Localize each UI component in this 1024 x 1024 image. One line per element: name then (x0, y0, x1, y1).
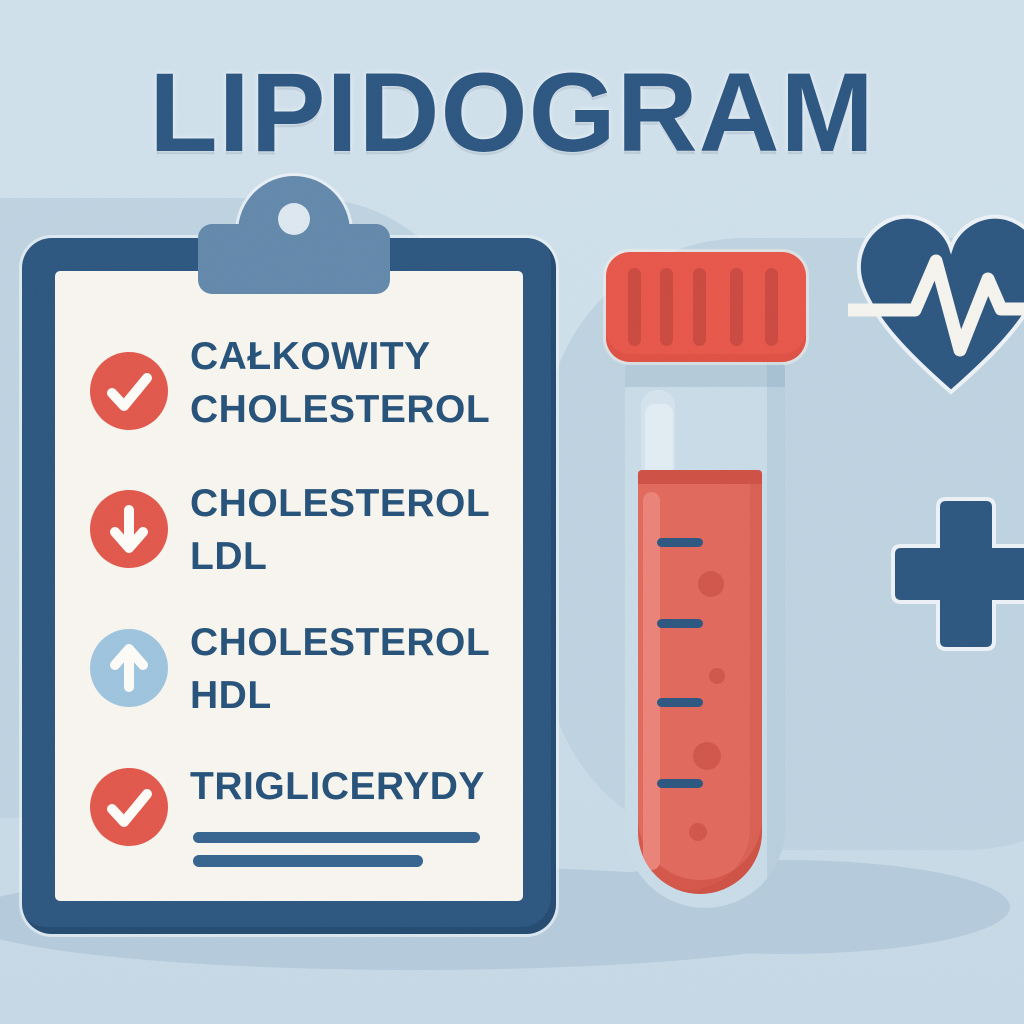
cap-ridge (628, 268, 641, 346)
checklist-item-ldl: CHOLESTEROL LDL (190, 477, 530, 583)
blood-bubble (709, 668, 725, 684)
checklist-item-hdl: CHOLESTEROL HDL (190, 616, 530, 722)
item-label-line2: CHOLESTEROL (190, 388, 491, 431)
item-label-line2: LDL (190, 535, 268, 578)
placeholder-text-line (193, 832, 480, 843)
page-title: LIPIDOGRAM (149, 50, 875, 175)
blood-sample (638, 470, 762, 894)
blood-bubble (693, 742, 721, 770)
graduation-mark (657, 779, 703, 788)
placeholder-text-line (193, 855, 423, 867)
cap-ridge (765, 268, 778, 346)
check-icon (90, 352, 168, 430)
arrow-up-icon (90, 629, 168, 707)
heart-pulse-icon (848, 214, 1024, 395)
tube-glass-shade (767, 362, 785, 908)
checklist-item-triglycerides: TRIGLICERYDY (190, 760, 530, 813)
item-label-line1: CHOLESTEROL (190, 621, 491, 664)
blood-test-tube (625, 362, 785, 908)
arrow-down-icon (90, 490, 168, 568)
medical-cross-icon (891, 497, 1024, 651)
tube-cap (606, 252, 806, 362)
cap-ridge (660, 268, 673, 346)
blood-bubble (689, 823, 707, 841)
item-label-line1: CHOLESTEROL (190, 482, 491, 525)
item-label-line1: TRIGLICERYDY (190, 765, 485, 808)
check-icon (90, 768, 168, 846)
blood-meniscus (638, 470, 762, 484)
tube-neck (625, 362, 785, 387)
graduation-mark (657, 698, 703, 707)
checklist-item-total-cholesterol: CAŁKOWITY CHOLESTEROL (190, 330, 530, 436)
tube-glass-shine (645, 404, 673, 476)
cap-ridge (693, 268, 706, 346)
blood-bubble (698, 571, 724, 597)
clip-hole (278, 203, 310, 235)
graduation-mark (657, 619, 703, 628)
item-label-line2: HDL (190, 674, 272, 717)
item-label-line1: CAŁKOWITY (190, 335, 431, 378)
cap-ridge (730, 268, 743, 346)
blood-highlight (643, 492, 660, 870)
graduation-mark (657, 538, 703, 547)
